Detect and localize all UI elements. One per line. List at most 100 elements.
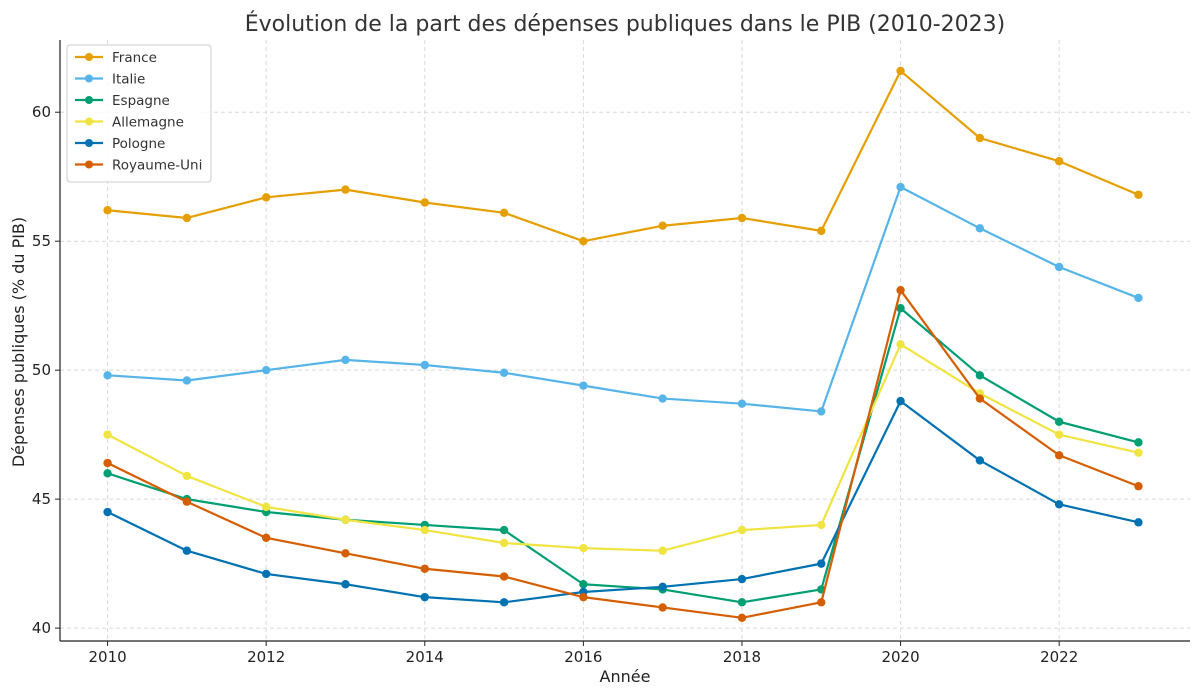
data-point-allemagne (1134, 448, 1143, 457)
data-point-allemagne (817, 520, 826, 530)
series-royaume-uni (103, 286, 1143, 622)
data-point-italie (499, 368, 509, 377)
data-point-france (737, 213, 747, 223)
data-point-royaume-uni (341, 549, 350, 558)
series-line-royaume-uni (107, 289, 1139, 619)
data-point-france (817, 226, 826, 236)
x-tick-label: 2012 (247, 648, 285, 666)
legend-item-france: France (75, 50, 157, 66)
data-point-pologne (737, 574, 747, 584)
data-point-italie (737, 399, 747, 408)
data-point-pologne (658, 582, 667, 592)
data-point-pologne (103, 507, 112, 517)
series-france (103, 66, 1143, 246)
data-point-royaume-uni (182, 497, 192, 506)
data-point-pologne (817, 559, 826, 568)
data-point-italie (1134, 293, 1143, 303)
data-point-italie (103, 371, 112, 380)
legend-item-espagne: Espagne (75, 93, 170, 109)
axes: 2010 2012 2014 2016 2018 2020 2022 40 45 50 55 60 (32, 40, 1190, 666)
data-point-espagne (499, 525, 509, 535)
grid (60, 40, 1190, 641)
data-point-pologne (1054, 500, 1064, 509)
series-line-allemagne (107, 343, 1139, 552)
data-point-pologne (896, 396, 905, 406)
x-tick-label: 2018 (723, 648, 761, 666)
x-tick-label: 2016 (564, 648, 602, 666)
x-tick-label: 2010 (88, 648, 126, 666)
data-point-royaume-uni (737, 613, 747, 622)
data-point-espagne (1134, 438, 1143, 447)
data-point-pologne (341, 580, 350, 589)
series-pologne (103, 396, 1143, 607)
series-group (103, 66, 1143, 622)
data-point-france (1134, 190, 1143, 199)
x-tick-label: 2020 (881, 648, 919, 666)
legend-swatch-marker (85, 96, 93, 104)
data-point-allemagne (261, 502, 271, 512)
chart-title: Évolution de la part des dépenses publiq… (245, 11, 1006, 37)
y-tick-label: 45 (32, 490, 51, 508)
data-point-allemagne (579, 543, 588, 553)
x-tick-label: 2022 (1040, 648, 1078, 666)
legend-item-allemagne: Allemagne (75, 115, 184, 131)
data-point-france (658, 221, 667, 230)
data-point-royaume-uni (103, 458, 112, 468)
legend: France Italie Espagne Allemagne Pologne Royau… (66, 44, 212, 183)
data-point-france (103, 206, 112, 215)
legend-label: Espagne (112, 93, 170, 109)
data-point-italie (975, 224, 985, 233)
data-point-pologne (499, 598, 509, 607)
data-point-italie (261, 365, 271, 375)
data-point-pologne (975, 456, 985, 465)
data-point-pologne (1134, 518, 1143, 527)
data-point-italie (658, 394, 667, 403)
data-point-france (420, 198, 429, 207)
data-point-france (182, 213, 192, 223)
x-axis-label: Année (600, 667, 651, 686)
y-tick-label: 40 (32, 619, 51, 637)
y-tick-label: 50 (32, 361, 51, 379)
data-point-france (341, 185, 350, 194)
data-point-royaume-uni (975, 394, 985, 403)
data-point-italie (579, 381, 588, 390)
data-point-espagne (1054, 417, 1064, 426)
legend-swatch-marker (85, 74, 93, 83)
y-tick-label: 60 (32, 103, 51, 121)
data-point-italie (1054, 262, 1064, 272)
data-point-royaume-uni (1134, 482, 1143, 491)
data-point-italie (341, 355, 350, 365)
data-point-royaume-uni (261, 533, 271, 543)
data-point-espagne (737, 598, 747, 607)
series-espagne (103, 304, 1143, 607)
data-point-royaume-uni (420, 564, 429, 573)
data-point-espagne (103, 469, 112, 478)
series-line-espagne (107, 307, 1139, 604)
legend-item-pologne: Pologne (75, 136, 165, 152)
data-point-france (896, 66, 905, 76)
series-allemagne (103, 340, 1143, 555)
data-point-italie (896, 182, 905, 192)
data-point-pologne (420, 592, 429, 602)
legend-label: Pologne (112, 136, 165, 152)
data-point-france (975, 133, 985, 143)
series-italie (103, 182, 1143, 416)
data-point-allemagne (737, 525, 747, 535)
data-point-allemagne (499, 538, 509, 548)
data-point-allemagne (182, 471, 192, 481)
data-point-pologne (261, 569, 271, 579)
legend-label: Allemagne (112, 115, 184, 131)
data-point-france (579, 236, 588, 246)
series-line-pologne (107, 400, 1139, 604)
data-point-allemagne (103, 430, 112, 439)
legend-label: Italie (112, 72, 145, 88)
data-point-france (261, 193, 271, 202)
data-point-royaume-uni (658, 603, 667, 612)
y-axis-label: Dépenses publiques (% du PIB) (9, 217, 28, 467)
series-line-france (107, 69, 1139, 243)
data-point-italie (182, 376, 192, 385)
data-point-royaume-uni (579, 592, 588, 602)
data-point-france (499, 208, 509, 218)
